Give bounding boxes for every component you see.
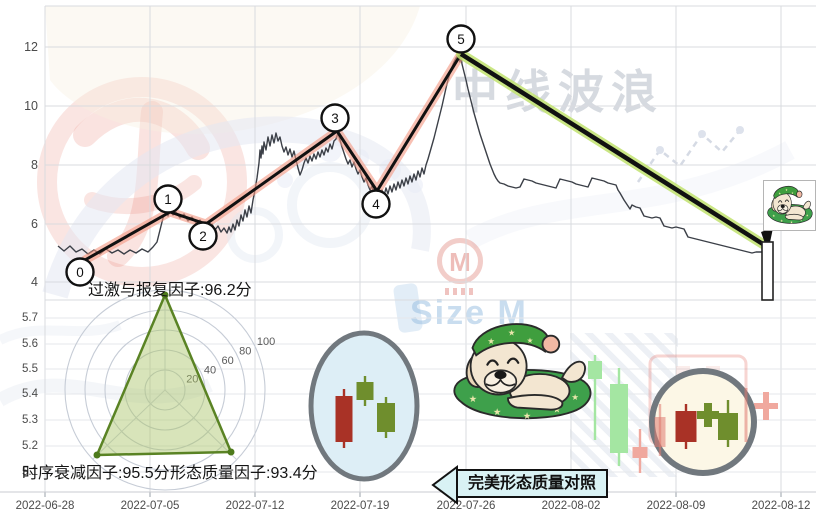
perfect-pattern-compare-label: 完美形态质量对照 bbox=[456, 469, 608, 498]
down-arrow-icon bbox=[761, 228, 773, 252]
x-tick-label: 2022-08-02 bbox=[541, 500, 601, 512]
perfect-pattern-inset bbox=[649, 368, 757, 476]
radar-vertex-dot bbox=[161, 291, 169, 299]
x-tick-label: 2022-08-12 bbox=[751, 500, 811, 512]
candle-body bbox=[377, 403, 395, 432]
radar-vertex-dot bbox=[93, 451, 101, 459]
wave-point-circle bbox=[65, 257, 95, 287]
wave-point-circle bbox=[320, 103, 350, 133]
candle-body bbox=[356, 382, 374, 400]
wave-point-markers: 0 1 2 3 4 5 bbox=[65, 24, 476, 287]
x-tick-label: 2022-07-12 bbox=[225, 500, 285, 512]
y-tick-label-secondary: 5.7 bbox=[22, 312, 38, 324]
radar-ring-label: 60 bbox=[222, 355, 234, 367]
y-tick-label-secondary: 5.2 bbox=[22, 440, 38, 452]
candle-body bbox=[588, 361, 602, 379]
wave-point-label: 5 bbox=[457, 32, 465, 47]
y-tick-label-secondary: 5.6 bbox=[22, 338, 38, 350]
price-line bbox=[57, 54, 768, 255]
dog-thumbnail-box bbox=[763, 180, 816, 231]
radar-ring-label: 80 bbox=[239, 346, 251, 358]
candle-body bbox=[335, 396, 353, 442]
y-tick-label-secondary: 5.4 bbox=[22, 388, 38, 400]
wave-point-circle bbox=[361, 189, 391, 219]
x-tick-label: 2022-07-26 bbox=[436, 500, 496, 512]
candle-body bbox=[718, 413, 738, 440]
y-tick-label-price: 12 bbox=[24, 40, 38, 54]
x-tick-label: 2022-06-28 bbox=[15, 500, 75, 512]
current-pattern-inset bbox=[308, 330, 420, 482]
doji-plus-candle bbox=[704, 403, 712, 427]
y-tick-label-secondary: 5.5 bbox=[22, 363, 38, 375]
dog-thumbnail-icon bbox=[765, 184, 814, 228]
y-tick-label-price: 10 bbox=[24, 99, 38, 113]
candle-body bbox=[632, 447, 648, 458]
y-tick-label-price: 4 bbox=[31, 275, 38, 289]
m-medal-band bbox=[445, 288, 477, 295]
radar-spoke bbox=[92, 389, 166, 460]
x-tick-label: 2022-07-19 bbox=[330, 500, 390, 512]
wave-point-circle bbox=[188, 221, 218, 251]
radar-ring-label: 100 bbox=[257, 336, 275, 348]
dog-icon bbox=[446, 318, 596, 430]
shape-quality-factor-label: 形态质量因子:93.4分 bbox=[170, 465, 318, 482]
wave-point-label: 2 bbox=[199, 229, 207, 244]
inset-circle bbox=[649, 368, 757, 476]
radar-spoke bbox=[164, 389, 238, 461]
y-tick-label-secondary: 5.3 bbox=[22, 414, 38, 426]
impulse-wave-line bbox=[84, 53, 463, 262]
radar-chart: 20 40 60 80 100 bbox=[64, 289, 275, 491]
radar-ring-label: 40 bbox=[204, 364, 216, 376]
end-candle bbox=[761, 241, 774, 301]
candle-body bbox=[675, 411, 697, 442]
wave-point-circle bbox=[153, 184, 183, 214]
wave-point-label: 0 bbox=[76, 265, 84, 280]
time-decay-factor-label: 时序衰减因子:95.5分 bbox=[22, 465, 170, 482]
background-candles bbox=[588, 355, 778, 473]
radar-ring-label: 20 bbox=[186, 374, 198, 386]
radar-triangle bbox=[95, 293, 233, 457]
wave-point-circle bbox=[446, 24, 476, 54]
wave-point-label: 3 bbox=[331, 111, 339, 126]
final-wave-line bbox=[459, 52, 768, 248]
y-tick-label-price: 6 bbox=[31, 217, 38, 231]
zigzag-icon bbox=[636, 126, 744, 183]
overshoot-factor-label: 过激与报复因子:96.2分 bbox=[88, 282, 252, 299]
candle-body bbox=[654, 417, 666, 447]
radar-vertex-dot bbox=[227, 448, 235, 456]
x-tick-label: 2022-08-09 bbox=[646, 500, 706, 512]
cross-candle bbox=[763, 392, 769, 420]
wave-point-label: 4 bbox=[372, 197, 380, 212]
x-tick-label: 2022-07-05 bbox=[120, 500, 180, 512]
y-tick-label-price: 8 bbox=[31, 158, 38, 172]
y-tick-label-secondary: 5.1 bbox=[22, 466, 38, 478]
candle-body bbox=[610, 384, 628, 453]
wave-point-label: 1 bbox=[164, 192, 172, 207]
